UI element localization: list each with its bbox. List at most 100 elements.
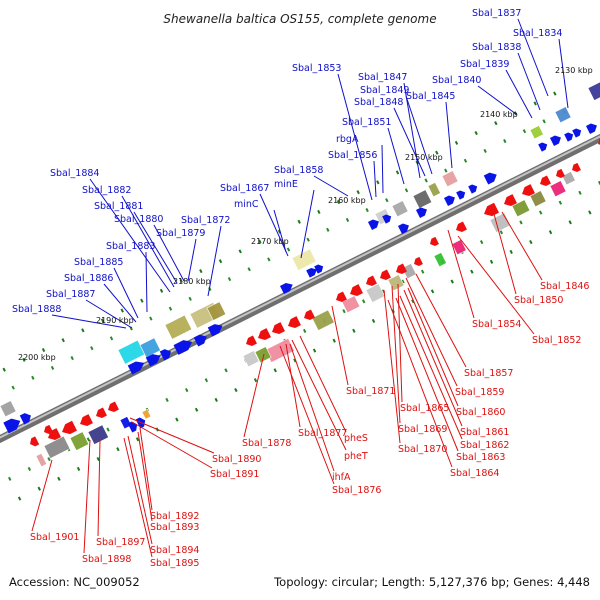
reverse-leader-line	[83, 439, 91, 554]
forward-leader-line	[133, 211, 178, 284]
reverse-leader-line	[279, 345, 335, 485]
forward-gene-arrow	[314, 264, 324, 274]
forward-leader-line	[445, 101, 453, 169]
track-dot	[70, 355, 74, 361]
reverse-leader-line	[407, 287, 459, 407]
track-dot	[538, 210, 543, 215]
reverse-leader-line	[383, 289, 401, 444]
gene-box	[433, 252, 447, 268]
reverse-leader-line	[399, 295, 463, 440]
track-dot	[199, 269, 203, 274]
reverse-gene-arrow	[350, 284, 363, 297]
reverse-gene-label: Sbal_1860	[456, 407, 505, 418]
forward-leader-line	[393, 107, 426, 177]
reverse-gene-label: Sbal_1890	[212, 454, 261, 465]
reverse-gene-label: pheS	[344, 433, 368, 444]
forward-gene-arrow	[135, 417, 146, 429]
track-dot	[106, 427, 110, 432]
gene-box	[529, 125, 544, 140]
forward-leader-line	[153, 224, 185, 282]
forward-gene-arrow	[456, 190, 466, 200]
gene-box	[561, 171, 576, 186]
kbp-tick-label: 2200 kbp	[18, 353, 56, 362]
gene-box	[412, 189, 433, 209]
forward-gene-arrow	[367, 219, 379, 231]
forward-gene-arrow	[207, 324, 223, 337]
track-dot	[140, 298, 144, 303]
forward-leader-line	[373, 160, 377, 198]
track-dot	[444, 168, 448, 173]
forward-gene-label: Sbal_1845	[406, 91, 455, 102]
forward-gene-label: Sbal_1834	[513, 28, 562, 39]
track-dot	[470, 269, 474, 274]
genome-summary: Topology: circular; Length: 5,127,376 bp…	[273, 575, 590, 589]
forward-leader-line	[477, 85, 517, 115]
reverse-gene-arrow	[572, 162, 581, 172]
track-dot	[548, 230, 553, 235]
track-dot	[404, 188, 409, 193]
gene-box	[164, 314, 193, 340]
forward-gene-arrow	[19, 413, 31, 425]
track-dot	[522, 129, 527, 134]
reverse-gene-arrow	[456, 221, 467, 233]
forward-gene-label: Sbal_1888	[12, 304, 61, 315]
accession-text: Accession: NC_009052	[9, 575, 140, 589]
reverse-gene-label: Sbal_1864	[450, 468, 499, 479]
forward-leader-line	[121, 195, 175, 288]
reverse-gene-label: Sbal_1865	[400, 403, 449, 414]
gene-box	[0, 400, 17, 418]
gene-box	[427, 182, 441, 198]
forward-gene-label: Sbal_1884	[50, 168, 99, 179]
track-dot	[135, 437, 140, 442]
forward-leader-line	[145, 251, 148, 313]
forward-gene-label: Sbal_1883	[106, 241, 155, 252]
reverse-leader-line	[405, 277, 458, 387]
forward-gene-arrow	[538, 142, 548, 152]
gene-box	[489, 212, 511, 233]
gene-box	[311, 309, 335, 331]
reverse-leader-line	[457, 235, 535, 335]
reverse-gene-label: Sbal_1897	[96, 537, 145, 548]
reverse-leader-line	[387, 299, 453, 468]
forward-gene-label: minC	[234, 199, 259, 210]
track-dot	[529, 239, 533, 245]
reverse-gene-arrow	[380, 269, 391, 281]
track-dot	[356, 190, 360, 195]
forward-leader-line	[517, 52, 541, 111]
gene-arrows	[3, 123, 600, 447]
forward-gene-label: Sbal_1887	[46, 289, 95, 300]
gene-box	[341, 295, 361, 314]
label-connectors	[31, 18, 569, 558]
forward-gene-label: Sbal_1853	[292, 63, 341, 74]
track-dot	[224, 368, 228, 373]
gene-box	[69, 431, 90, 451]
forward-gene-label: Sbal_1881	[94, 201, 143, 212]
reverse-leader-line	[299, 335, 347, 433]
forward-gene-label: Sbal_1885	[74, 257, 123, 268]
forward-leader-line	[259, 193, 289, 257]
track-dot	[247, 267, 251, 272]
gene-box	[401, 263, 417, 280]
reverse-gene-label: Sbal_1891	[210, 469, 259, 480]
reverse-gene-arrow	[396, 263, 407, 275]
forward-gene-arrow	[127, 421, 138, 433]
track-dot	[258, 239, 262, 244]
forward-gene-label: Sbal_1838	[472, 42, 521, 53]
track-dot	[420, 269, 425, 274]
reverse-leader-line	[129, 417, 215, 454]
forward-leader-line	[505, 69, 533, 119]
forward-gene-arrow	[3, 418, 21, 434]
forward-gene-label: Sbal_1858	[274, 165, 323, 176]
reverse-gene-label: Sbal_1895	[150, 558, 199, 569]
reverse-leader-line	[285, 343, 301, 428]
reverse-gene-arrow	[272, 322, 285, 335]
forward-leader-line	[300, 189, 315, 259]
kbp-tick-label: 2140 kbp	[480, 110, 518, 119]
track-dot	[253, 378, 258, 383]
track-dot	[37, 486, 41, 491]
track-dot	[8, 476, 12, 481]
reverse-gene-label: Sbal_1892	[150, 511, 199, 522]
gene-box	[441, 170, 459, 188]
reverse-gene-label: Sbal_1871	[346, 386, 395, 397]
track-dot	[352, 328, 356, 333]
